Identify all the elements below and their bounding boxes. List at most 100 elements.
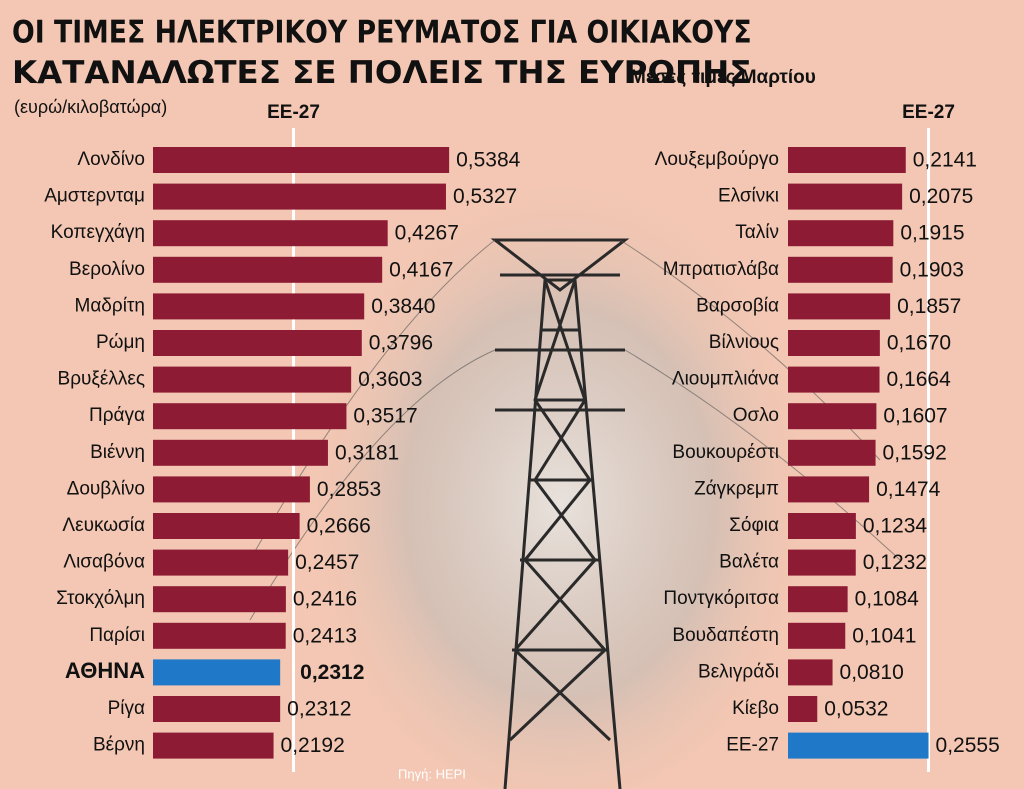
subtitle: Μέσες τιμές Μαρτίου (630, 67, 816, 88)
bar (788, 366, 880, 393)
bar (788, 220, 894, 247)
category-label: Μπρατισλάβα (663, 259, 779, 280)
value-label: 0,2075 (909, 185, 973, 208)
bar (788, 476, 870, 503)
category-label: Αμστερνταμ (44, 186, 145, 207)
bar (153, 732, 274, 759)
value-label: 0,3517 (353, 405, 417, 428)
category-label: Βουδαπέστη (672, 625, 779, 646)
value-label: 0,1041 (852, 624, 916, 647)
value-label: 0,4167 (389, 258, 453, 281)
value-label: 0,2312 (287, 698, 351, 721)
bar (153, 586, 286, 613)
bar (788, 403, 877, 430)
bar (153, 293, 365, 320)
category-label: Ζάγκρεμπ (694, 478, 779, 499)
pylon (490, 238, 630, 789)
bar (788, 622, 846, 649)
bar (153, 256, 383, 283)
category-label: Ρώμη (96, 332, 145, 353)
value-label: 0,2666 (307, 515, 371, 538)
value-label: 0,3181 (335, 441, 399, 464)
value-label: 0,1664 (887, 368, 952, 391)
value-label: 0,5327 (453, 185, 517, 208)
category-label: Βελιγράδι (698, 661, 779, 682)
category-label: Βερολίνο (69, 259, 145, 280)
bar (788, 439, 876, 466)
category-label: Ρίγα (108, 698, 145, 719)
value-label: 0,2312 (300, 661, 364, 684)
category-label: Κοπεγχάγη (51, 222, 145, 243)
value-label: 0,5384 (456, 149, 521, 172)
bar (153, 147, 450, 173)
title: ΟΙ ΤΙΜΕΣ ΗΛΕΚΤΡΙΚΟΥ ΡΕΥΜΑΤΟΣ ΓΙΑ ΟΙΚΙΑΚΟ… (12, 14, 752, 50)
backdrop (300, 140, 820, 789)
bar (788, 732, 929, 759)
value-label: 0,1607 (883, 405, 947, 428)
category-label: Πράγα (89, 405, 145, 426)
value-label: 0,0810 (840, 661, 904, 684)
bar (153, 330, 362, 356)
category-label: Βαρσοβία (696, 295, 779, 316)
value-label: 0,1915 (900, 222, 964, 245)
value-label: 0,2555 (936, 734, 1000, 757)
category-label: ΕΕ-27 (726, 735, 779, 756)
unit-label: (ευρώ/κιλοβατώρα) (14, 97, 167, 117)
category-label: Ποντγκόριτσα (663, 588, 779, 609)
value-label: 0,2416 (293, 588, 357, 611)
value-label: 0,1592 (883, 441, 947, 464)
title: ΚΑΤΑΝΑΛΩΤΕΣ ΣΕ ΠΟΛΕΙΣ ΤΗΣ ΕΥΡΩΠΗΣ (12, 55, 752, 90)
bar (788, 659, 833, 686)
bar (788, 330, 880, 356)
value-label: 0,2192 (281, 734, 345, 757)
bar (788, 549, 856, 576)
category-label: Δουβλίνο (67, 478, 145, 499)
value-label: 0,0532 (824, 698, 888, 721)
category-label: Οσλο (733, 405, 779, 426)
bar (788, 696, 818, 722)
bar (153, 220, 388, 247)
category-label: Βουκουρέστι (672, 442, 779, 463)
bar (153, 403, 347, 430)
value-label: 0,4267 (395, 222, 459, 245)
bar (153, 513, 300, 539)
bar (788, 293, 891, 320)
category-label: Σόφια (729, 515, 779, 536)
category-label: Λονδίνο (77, 149, 145, 170)
value-label: 0,1670 (887, 332, 951, 355)
category-label: Βρυξέλλες (58, 369, 145, 390)
value-label: 0,1903 (900, 258, 964, 281)
category-label: Παρίσι (89, 625, 145, 646)
bar (153, 476, 310, 503)
category-label: Ελσίνκι (718, 186, 779, 207)
value-label: 0,1234 (863, 515, 928, 538)
category-label: Κίεβο (732, 698, 779, 719)
bar (153, 622, 286, 649)
value-label: 0,1474 (876, 478, 941, 501)
value-label: 0,2413 (293, 624, 357, 647)
bar (788, 513, 856, 539)
bar (788, 256, 893, 283)
bar (153, 183, 446, 210)
bar (788, 147, 906, 173)
value-label: 0,2141 (913, 149, 977, 172)
value-label: 0,3796 (369, 332, 433, 355)
value-label: 0,1232 (863, 551, 927, 574)
category-label: Βιέννη (90, 442, 145, 463)
reference-label: ΕΕ-27 (267, 102, 320, 123)
source: Πηγή: HEPI (398, 766, 466, 781)
category-label: Βίλνιους (709, 332, 779, 353)
wires (249, 239, 901, 621)
value-label: 0,1857 (897, 295, 961, 318)
bar (153, 366, 352, 393)
category-label: Βέρνη (93, 735, 145, 756)
reference-label: ΕΕ-27 (902, 102, 955, 123)
category-label: Λευκωσία (62, 515, 145, 536)
bar (788, 183, 903, 210)
value-label: 0,3840 (371, 295, 435, 318)
value-label: 0,2457 (295, 551, 359, 574)
bar (788, 586, 848, 613)
category-label: Στοκχόλμη (56, 588, 145, 609)
category-label: Μαδρίτη (75, 295, 146, 316)
